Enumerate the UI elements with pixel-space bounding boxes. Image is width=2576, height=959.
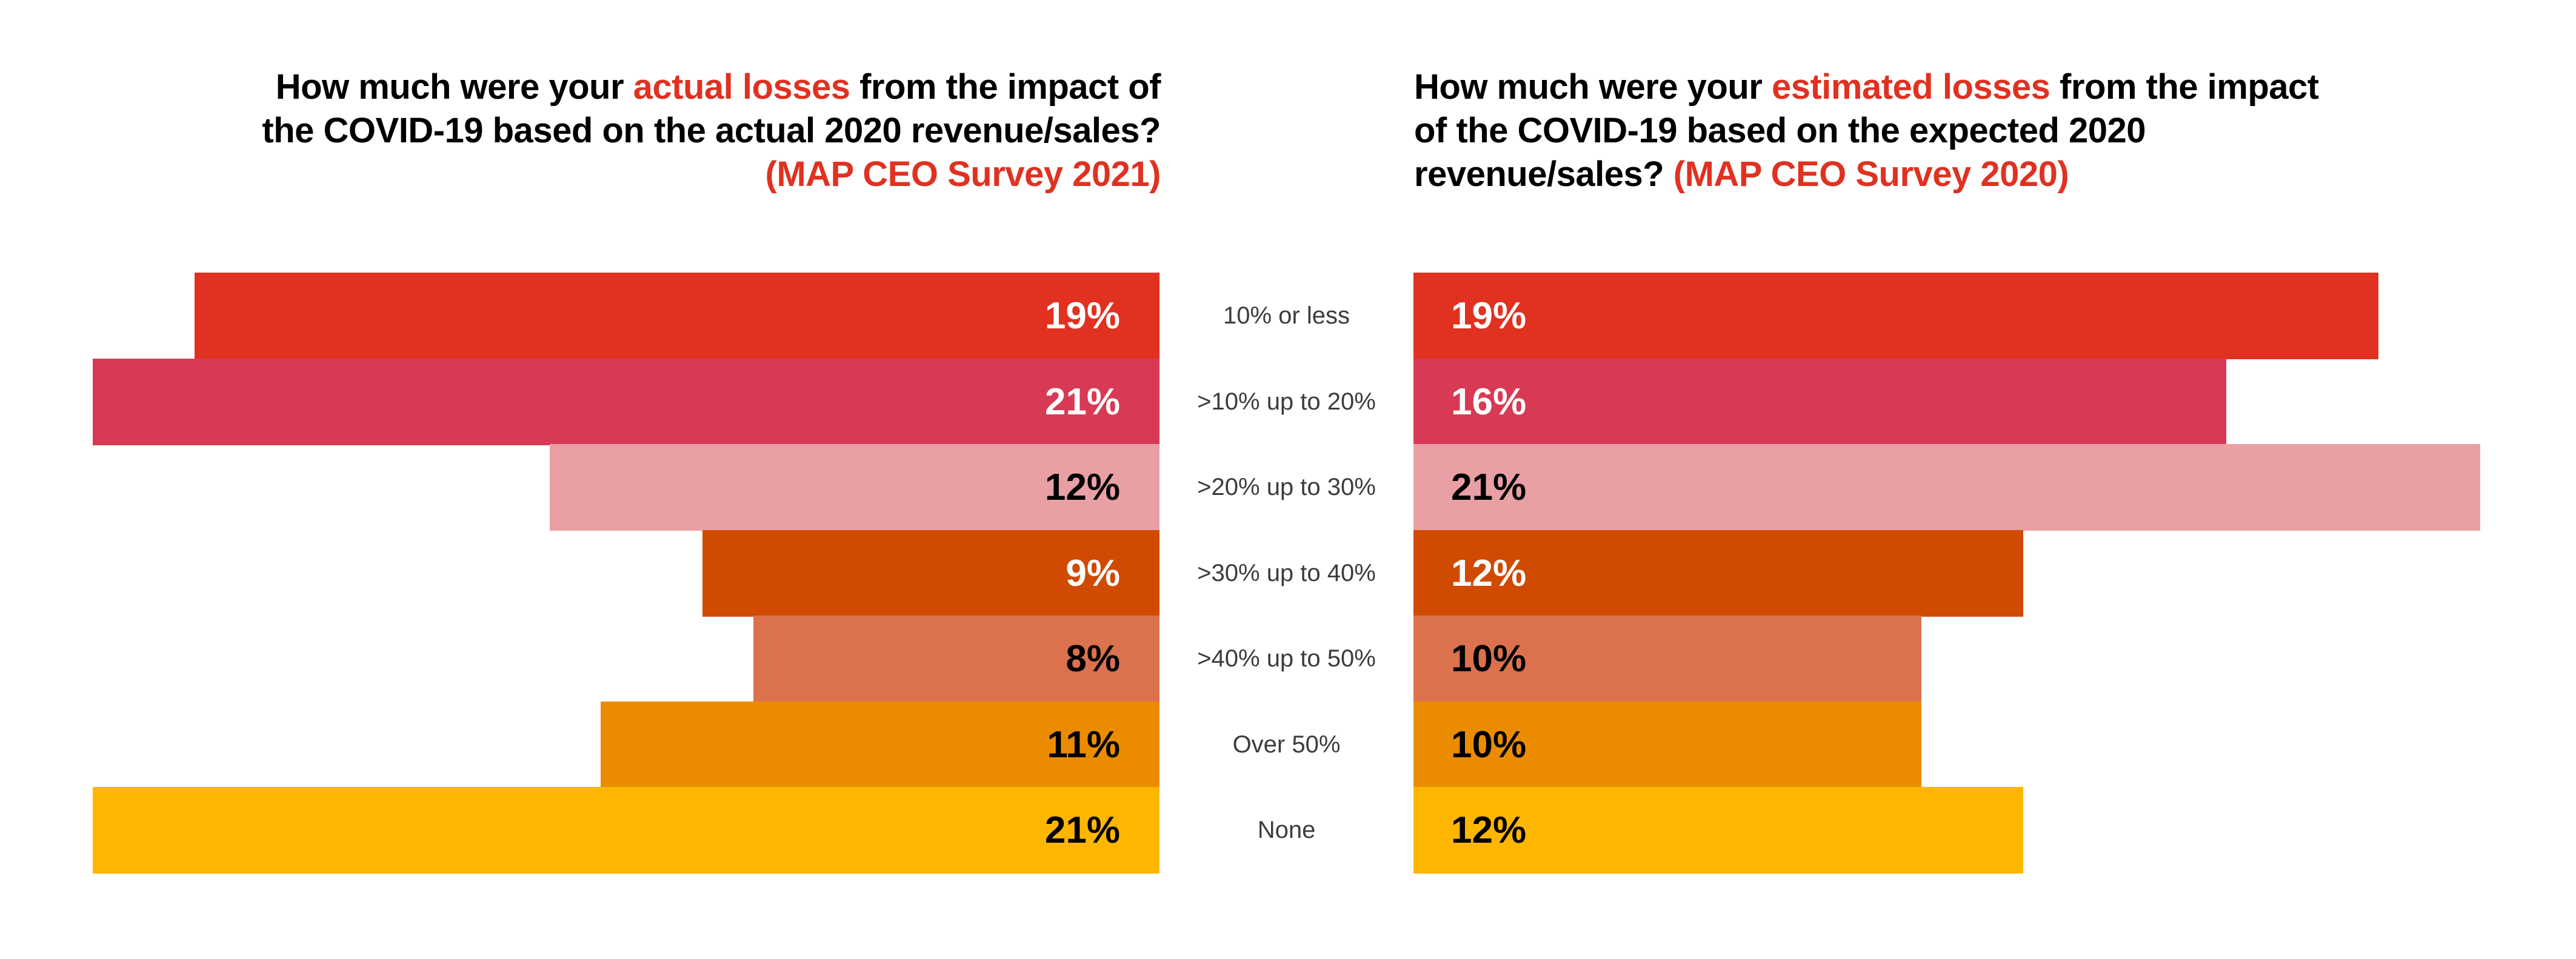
right-value-label: 21% (1451, 466, 1527, 508)
title-highlight: actual losses (633, 67, 850, 107)
left-bar (93, 358, 1160, 445)
title-source: (MAP CEO Survey 2021) (765, 154, 1161, 194)
right-bar (1413, 701, 1922, 788)
right-value-label: 16% (1451, 380, 1527, 423)
left-value-label: 11% (1047, 723, 1120, 766)
right-chart-title: How much were your estimated losses from… (1414, 65, 2323, 196)
title-text: How much were your (1414, 67, 1772, 107)
left-bar (550, 444, 1160, 531)
left-value-label: 21% (1044, 809, 1120, 851)
category-label: None (1257, 817, 1316, 843)
title-source: (MAP CEO Survey 2020) (1673, 154, 2069, 194)
category-label: >40% up to 50% (1197, 645, 1376, 672)
right-bar (1413, 616, 1922, 702)
left-bar (702, 529, 1160, 617)
title-highlight: estimated losses (1771, 67, 2050, 107)
left-value-label: 8% (1066, 638, 1120, 680)
right-value-label: 10% (1451, 638, 1527, 680)
right-bar (1413, 529, 2023, 617)
right-value-label: 12% (1451, 809, 1527, 851)
title-text: from the impact of the COVID-19 based on… (262, 67, 1161, 150)
right-value-label: 12% (1451, 552, 1527, 594)
left-value-label: 21% (1044, 380, 1120, 423)
category-label: >20% up to 30% (1197, 474, 1376, 500)
title-text: from the impact of the COVID-19 based on… (1414, 67, 2319, 194)
right-value-label: 10% (1451, 723, 1527, 766)
right-bar (1413, 273, 2379, 359)
category-label: 10% or less (1223, 302, 1350, 329)
left-value-label: 12% (1044, 466, 1120, 508)
category-label: >10% up to 20% (1197, 388, 1376, 415)
left-value-label: 9% (1066, 552, 1120, 594)
right-bar (1413, 787, 2023, 874)
right-bar (1413, 444, 2480, 531)
right-bar (1413, 358, 2226, 445)
right-value-label: 19% (1451, 295, 1527, 337)
left-bar (194, 273, 1160, 359)
title-text: How much were your (275, 67, 633, 107)
left-chart-title: How much were your actual losses from th… (252, 65, 1161, 196)
category-label: >30% up to 40% (1197, 559, 1376, 586)
category-label: Over 50% (1232, 731, 1341, 758)
left-bar (753, 616, 1160, 702)
left-bar (601, 701, 1160, 788)
left-bar (93, 787, 1160, 874)
left-value-label: 19% (1044, 295, 1120, 337)
